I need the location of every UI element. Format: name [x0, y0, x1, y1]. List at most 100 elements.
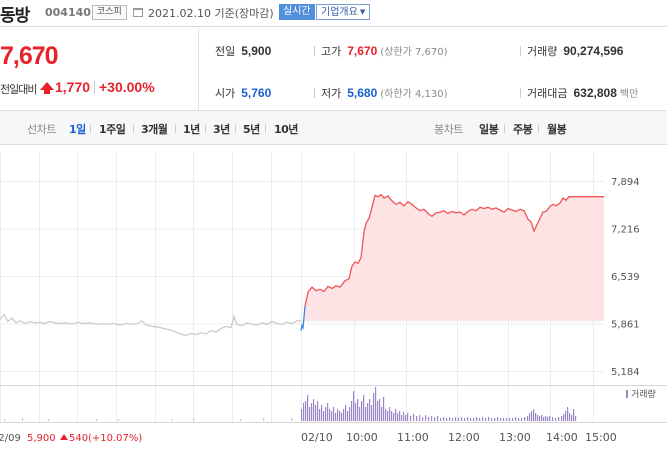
volume-bar — [393, 413, 395, 421]
tab-3m[interactable]: 3개월 — [141, 123, 168, 136]
volume-bar — [377, 401, 379, 421]
volume-bar — [571, 415, 573, 421]
company-overview-button[interactable]: 기업개요 ▼ — [316, 4, 371, 20]
tab-3y[interactable]: 3년 — [213, 123, 230, 136]
volume-bar — [563, 414, 565, 421]
volume-bar — [118, 419, 120, 421]
x-tick-label: 14:00 — [546, 431, 578, 444]
volume-bar — [353, 391, 355, 421]
stat-value: 5,900 — [241, 44, 272, 58]
volume-bar — [446, 418, 448, 421]
volume-bar — [307, 395, 309, 421]
volume-bar — [367, 403, 369, 421]
volume-bar — [555, 418, 557, 421]
volume-bar — [303, 403, 305, 421]
volume-bar — [311, 403, 313, 421]
tab-daily-candle[interactable]: 일봉 — [479, 123, 499, 136]
volume-bar — [391, 411, 393, 421]
stat-label: 저가 — [321, 87, 342, 100]
volume-bar — [359, 407, 361, 421]
y-tick-label: 7,894 — [611, 177, 640, 188]
volume-bar — [569, 413, 571, 421]
volume-bar — [387, 411, 389, 421]
prev-day-percent: (+10.07%) — [88, 433, 142, 444]
tab-1d[interactable]: 1일 — [69, 123, 86, 136]
volume-bar — [485, 418, 487, 421]
volume-bar — [381, 407, 383, 421]
prev-day-up-icon — [60, 434, 68, 440]
volume-bar — [558, 417, 560, 421]
volume-bar — [363, 395, 365, 421]
volume-bar — [407, 413, 409, 421]
tab-monthly-candle[interactable]: 월봉 — [547, 123, 567, 136]
volume-bar — [524, 417, 526, 421]
realtime-button[interactable]: 실시간 — [279, 4, 315, 20]
volume-bar — [512, 418, 514, 421]
tab-divider — [235, 124, 236, 133]
stat-low: 저가 5,680 (하한가 4,130) — [314, 85, 448, 101]
volume-bar — [383, 397, 385, 421]
volume-bar — [291, 418, 293, 421]
volume-bar — [552, 417, 554, 421]
intraday-price-chart[interactable]: 7,894 7,216 6,539 5,861 5,184 거래량 02/10 10:00 11… — [0, 146, 667, 460]
volume-bar — [313, 399, 315, 421]
market-badge: 코스피 — [92, 5, 127, 20]
tab-1w[interactable]: 1주일 — [99, 123, 126, 136]
tab-divider — [538, 124, 539, 133]
volume-bar — [399, 411, 401, 421]
volume-bar — [455, 417, 457, 421]
volume-bar — [422, 417, 424, 421]
volume-bar — [561, 416, 563, 421]
volume-bar — [403, 412, 405, 421]
volume-bar — [518, 418, 520, 421]
volume-bar — [397, 413, 399, 421]
volume-bar — [327, 403, 329, 421]
volume-bar — [473, 418, 475, 421]
stat-label: 거래대금 — [527, 87, 568, 100]
volume-bar — [325, 407, 327, 421]
volume-bar — [369, 399, 371, 421]
volume-bar — [573, 409, 575, 421]
volume-bar — [503, 418, 505, 421]
tab-weekly-candle[interactable]: 주봉 — [513, 123, 533, 136]
volume-bar — [533, 409, 535, 421]
y-tick-label: 7,216 — [611, 225, 640, 236]
volume-bar — [339, 411, 341, 421]
stat-value: 5,760 — [241, 86, 272, 100]
volume-bar — [491, 418, 493, 421]
volume-bar — [464, 418, 466, 421]
volume-bar — [509, 418, 511, 421]
volume-bar — [437, 416, 439, 421]
volume-bar — [351, 401, 353, 421]
tab-divider — [504, 124, 505, 133]
candle-chart-label: 봉차트 — [434, 123, 463, 136]
tab-5y[interactable]: 5년 — [243, 123, 260, 136]
chart-period-tabs: 선차트 1일 1주일 3개월 1년 3년 5년 10년 봉차트 일봉 주봉 월봉 — [0, 111, 667, 145]
stat-label: 거래량 — [527, 45, 558, 58]
volume-bar — [343, 409, 345, 421]
tab-divider — [133, 124, 134, 133]
volume-bar — [323, 411, 325, 421]
volume-bar — [419, 415, 421, 421]
tab-1y[interactable]: 1년 — [183, 123, 200, 136]
x-tick-label: 13:00 — [499, 431, 531, 444]
volume-bar — [22, 418, 24, 421]
column-divider — [198, 28, 199, 110]
volume-bar — [341, 413, 343, 421]
tab-10y[interactable]: 10년 — [274, 123, 298, 136]
volume-bar — [315, 405, 317, 421]
base-date: 2021.02.10 기준(장마감) — [148, 7, 274, 20]
volume-bar — [240, 419, 242, 421]
x-tick-label: 11:00 — [397, 431, 429, 444]
stat-sub: (하한가 4,130) — [380, 89, 448, 100]
line-chart-label: 선차트 — [27, 123, 56, 136]
tab-divider — [175, 124, 176, 133]
volume-bar — [529, 413, 531, 421]
price-line-down — [300, 306, 306, 331]
prev-day-change: 540 — [69, 433, 88, 444]
volume-bar — [428, 417, 430, 421]
volume-bar — [575, 416, 577, 421]
volume-bar — [461, 417, 463, 421]
volume-bar — [537, 415, 539, 421]
stat-sub: (상한가 7,670) — [380, 47, 448, 58]
